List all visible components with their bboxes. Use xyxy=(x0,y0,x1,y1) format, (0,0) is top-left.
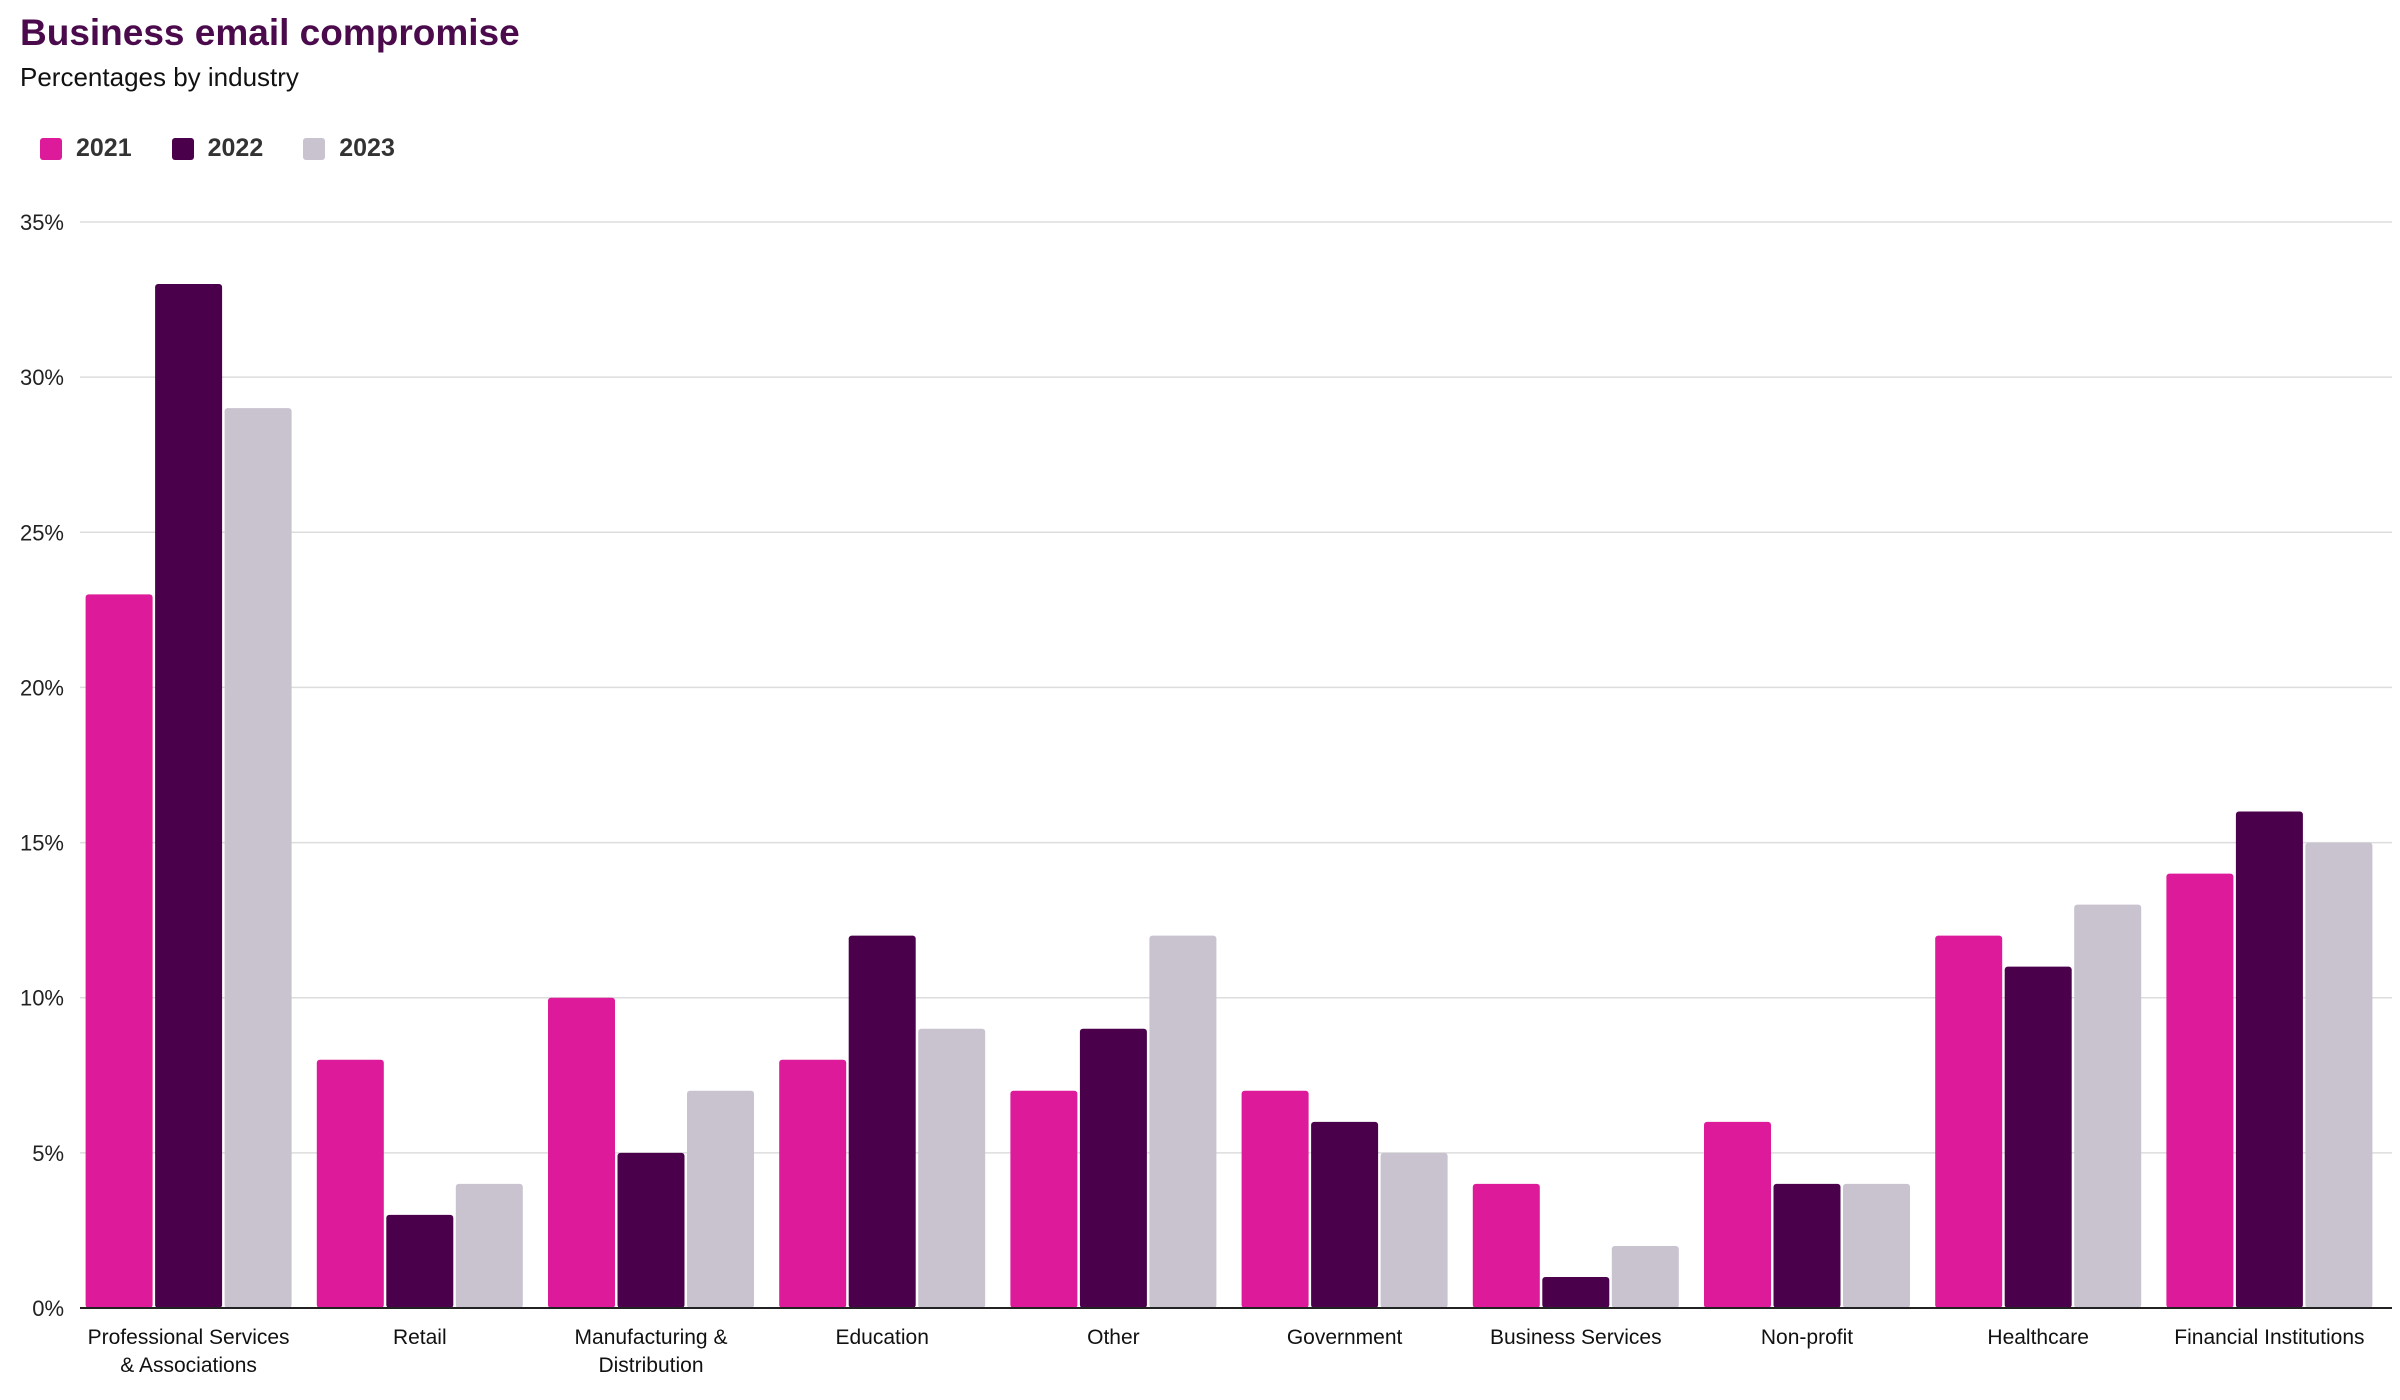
x-tick-label: Financial Institutions xyxy=(2174,1326,2364,1349)
bar-2022-2 xyxy=(617,1152,685,1308)
chart-legend: 2021 2022 2023 xyxy=(40,134,395,163)
x-tick-label: Business Services xyxy=(1490,1326,1662,1349)
bar-2022-1 xyxy=(386,1214,454,1308)
legend-label-2021: 2021 xyxy=(76,134,132,162)
bar-2021-7 xyxy=(1704,1121,1771,1308)
bar-2021-9 xyxy=(2166,873,2234,1308)
chart-title: Business email compromise xyxy=(20,12,520,53)
bar-2023-0 xyxy=(224,408,292,1309)
legend-swatch-2021 xyxy=(40,137,62,160)
bar-2021-6 xyxy=(1472,1183,1540,1308)
x-tick-label: Non-profit xyxy=(1761,1326,1853,1349)
y-tick-label: 35% xyxy=(20,210,64,235)
y-tick-label: 15% xyxy=(20,831,64,856)
bar-2023-1 xyxy=(455,1183,523,1308)
x-tick-label: Retail xyxy=(393,1326,447,1349)
bar-2023-4 xyxy=(1149,935,1217,1308)
x-tick-label: Manufacturing & Distribution xyxy=(575,1326,728,1377)
bar-2022-4 xyxy=(1079,1028,1147,1308)
y-tick-label: 25% xyxy=(20,520,64,545)
bar-2022-0 xyxy=(155,284,223,1308)
bar-2021-0 xyxy=(85,594,153,1308)
bar-2023-5 xyxy=(1380,1152,1448,1308)
bar-2023-2 xyxy=(687,1090,754,1308)
y-tick-label: 20% xyxy=(20,675,64,700)
bar-2021-5 xyxy=(1241,1090,1309,1308)
legend-swatch-2023 xyxy=(303,137,326,160)
bar-2022-5 xyxy=(1311,1121,1379,1308)
bar-2022-7 xyxy=(1773,1183,1841,1308)
x-tick-label: Professional Services & Associations xyxy=(88,1326,290,1377)
x-tick-label: Healthcare xyxy=(1987,1326,2089,1349)
x-tick-label: Government xyxy=(1287,1326,1403,1349)
bar-2023-6 xyxy=(1611,1245,1679,1308)
legend-item-2022[interactable]: 2022 xyxy=(171,134,264,163)
legend-item-2023[interactable]: 2023 xyxy=(303,134,395,163)
legend-label-2023: 2023 xyxy=(339,134,395,162)
y-tick-label: 0% xyxy=(32,1296,64,1321)
legend-label-2022: 2022 xyxy=(207,134,264,162)
legend-swatch-2022 xyxy=(171,137,194,160)
bar-2022-8 xyxy=(2004,966,2072,1308)
bar-2021-1 xyxy=(316,1059,384,1308)
bar-2021-8 xyxy=(1935,935,2003,1308)
x-tick-label: Other xyxy=(1087,1326,1140,1349)
bar-2023-8 xyxy=(2074,904,2142,1308)
chart-subtitle: Percentages by industry xyxy=(20,62,299,92)
bar-2021-4 xyxy=(1010,1090,1078,1308)
bar-2021-3 xyxy=(779,1059,847,1308)
bar-2023-7 xyxy=(1843,1183,1910,1308)
y-tick-label: 5% xyxy=(32,1141,64,1166)
y-tick-label: 10% xyxy=(20,986,64,1011)
bar-2022-3 xyxy=(848,935,916,1308)
bar-2022-9 xyxy=(2235,811,2303,1308)
bar-2023-3 xyxy=(918,1028,986,1308)
legend-item-2021[interactable]: 2021 xyxy=(40,134,132,163)
y-tick-label: 30% xyxy=(20,365,64,390)
bar-2023-9 xyxy=(2305,842,2373,1308)
bar-2022-6 xyxy=(1542,1276,1610,1308)
bar-2021-2 xyxy=(548,997,615,1308)
x-tick-label: Education xyxy=(835,1326,928,1349)
